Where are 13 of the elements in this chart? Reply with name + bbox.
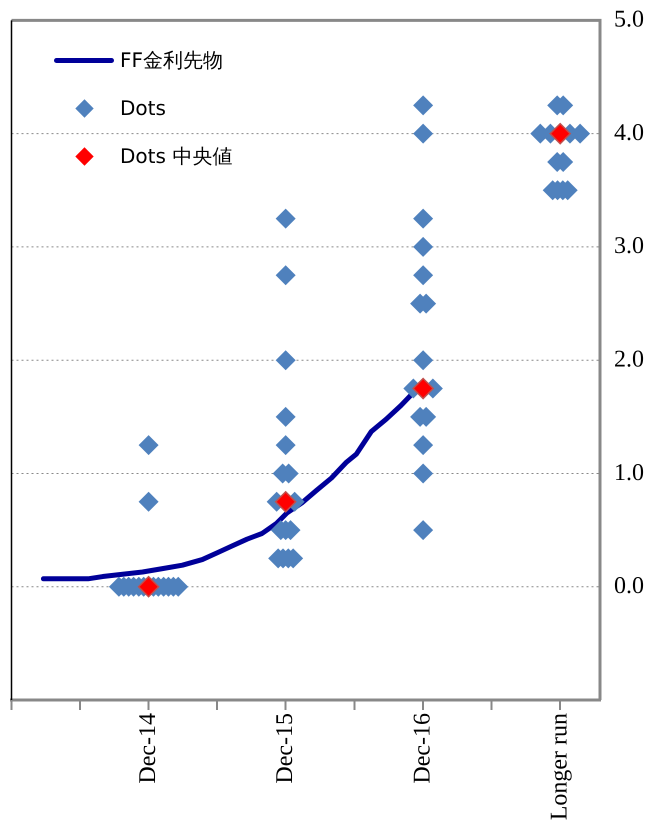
y-tick-label: 3.0 <box>614 233 644 260</box>
legend-label: Dots <box>120 96 166 120</box>
x-tick-label: Dec-15 <box>272 713 298 784</box>
x-tick-label: Longer run <box>546 713 572 820</box>
x-tick-label: Dec-16 <box>409 713 436 784</box>
y-tick-label: 2.0 <box>614 346 644 372</box>
y-tick-label: 1.0 <box>614 460 644 486</box>
x-tick-label: Dec-14 <box>134 713 161 784</box>
y-tick-label: 4.0 <box>614 120 644 146</box>
legend-label: Dots 中央値 <box>120 142 232 170</box>
y-tick-label: 0.0 <box>614 573 644 600</box>
y-tick-label: 5.0 <box>614 6 644 33</box>
legend-label: FF金利先物 <box>120 46 224 74</box>
